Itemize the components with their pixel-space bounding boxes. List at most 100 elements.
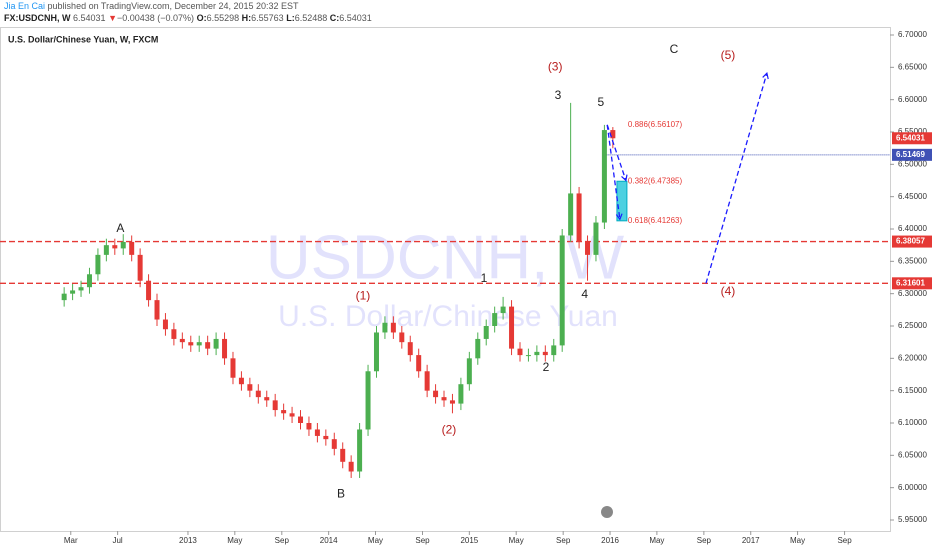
c-label: C:: [329, 13, 340, 23]
wave-label: (4): [721, 284, 736, 298]
candle-body: [449, 400, 455, 404]
price-tag-label: 6.51469: [896, 150, 925, 159]
candle-body: [179, 338, 185, 343]
projection-line: [606, 124, 621, 220]
y-tick-label: 6.40000: [898, 224, 927, 233]
fib-label: 0.618(6.41263): [628, 216, 683, 225]
candle-body: [483, 326, 489, 339]
x-tick-label: Sep: [556, 536, 571, 545]
candle-body: [348, 461, 354, 472]
wave-label: 1: [481, 271, 488, 285]
candle-body: [492, 313, 498, 326]
published: published on TradingView.com, December 2…: [47, 1, 299, 11]
candle-body: [475, 338, 481, 359]
o-label: O:: [196, 13, 207, 23]
price-tag: [892, 132, 932, 145]
candle-body: [399, 332, 405, 343]
header: Jia En Cai published on TradingView.com,…: [4, 0, 372, 24]
candle-body: [298, 416, 304, 423]
price-tag-label: 6.38057: [896, 237, 925, 246]
author[interactable]: Jia En Cai: [4, 1, 46, 11]
projection-arrow: [621, 174, 628, 182]
price-tag: [892, 235, 932, 248]
x-tick-label: 2017: [742, 536, 760, 545]
candle-body: [196, 342, 202, 346]
y-tick-label: 6.65000: [898, 62, 927, 71]
y-tick-label: 6.25000: [898, 321, 927, 330]
h-label: H:: [241, 13, 252, 23]
x-tick-label: Sep: [415, 536, 430, 545]
candle-body: [373, 332, 379, 372]
wave-label: 2: [543, 360, 550, 374]
candle-body: [154, 300, 160, 320]
wave-label: (3): [548, 60, 563, 74]
candle-body: [585, 241, 591, 255]
candle-body: [61, 293, 67, 301]
candle-body: [601, 130, 607, 223]
candle-body: [146, 280, 152, 301]
candle-body: [247, 384, 253, 391]
wave-label: 3: [555, 88, 562, 102]
candle-body: [306, 423, 312, 430]
candle-body: [331, 439, 337, 449]
watermark-sub: U.S. Dollar/Chinese Yuan: [278, 300, 618, 333]
y-tick-label: 6.30000: [898, 289, 927, 298]
price-tag: [892, 148, 932, 161]
x-tick-label: 2013: [179, 536, 197, 545]
l-label: L:: [286, 13, 295, 23]
candle-body: [441, 397, 447, 401]
chart-title: U.S. Dollar/Chinese Yuan, W, FXCM: [8, 34, 158, 44]
candle-body: [162, 319, 168, 330]
x-tick-label: May: [790, 536, 805, 545]
candle-body: [340, 448, 346, 462]
candle-body: [188, 342, 194, 346]
wave-label: C: [670, 42, 679, 56]
candle-body: [205, 342, 211, 349]
x-tick-label: May: [649, 536, 664, 545]
x-tick-label: Mar: [64, 536, 78, 545]
price-tag-label: 6.31601: [896, 278, 925, 287]
price-tag: [892, 277, 932, 290]
projection-arrow: [762, 71, 769, 80]
candle-body: [593, 222, 599, 255]
l-value: 6.52488: [294, 13, 328, 23]
event-icon[interactable]: [601, 506, 613, 518]
projection-line: [705, 72, 768, 284]
candle-body: [238, 377, 244, 385]
wave-label: (2): [442, 422, 457, 436]
candle-body: [568, 193, 574, 236]
candle-body: [551, 345, 557, 356]
candle-body: [70, 290, 76, 294]
y-tick-label: 6.20000: [898, 353, 927, 362]
y-tick-label: 6.00000: [898, 483, 927, 492]
wave-label: (5): [721, 48, 736, 62]
projection-arrow: [615, 213, 623, 221]
wave-label: 5: [598, 95, 605, 109]
change: −0.00438 (−0.07%): [117, 13, 195, 23]
candle-body: [390, 322, 396, 333]
projection-line: [606, 124, 627, 181]
x-tick-label: 2016: [601, 536, 619, 545]
y-tick-label: 6.05000: [898, 450, 927, 459]
candle-body: [323, 435, 329, 440]
header-line: Jia En Cai published on TradingView.com,…: [4, 0, 372, 12]
candle-body: [137, 254, 143, 281]
candle-body: [120, 241, 126, 249]
candle-body: [542, 351, 548, 356]
candle-body: [95, 254, 101, 275]
x-tick-label: May: [368, 536, 383, 545]
candle-body: [458, 384, 464, 404]
candle-body: [382, 322, 388, 333]
header-line: FX:USDCNH, W 6.54031 ▼−0.00438 (−0.07%) …: [4, 12, 372, 24]
candle-body: [466, 358, 472, 385]
x-tick-label: Sep: [697, 536, 712, 545]
candle-body: [281, 410, 287, 414]
y-tick-label: 5.95000: [898, 515, 927, 524]
candle-body: [610, 130, 616, 139]
candle-body: [416, 355, 422, 372]
fib-label: 0.886(6.56107): [628, 120, 683, 129]
y-tick-label: 6.70000: [898, 30, 927, 39]
y-tick-label: 6.60000: [898, 95, 927, 104]
arrow: ▼: [108, 13, 117, 23]
